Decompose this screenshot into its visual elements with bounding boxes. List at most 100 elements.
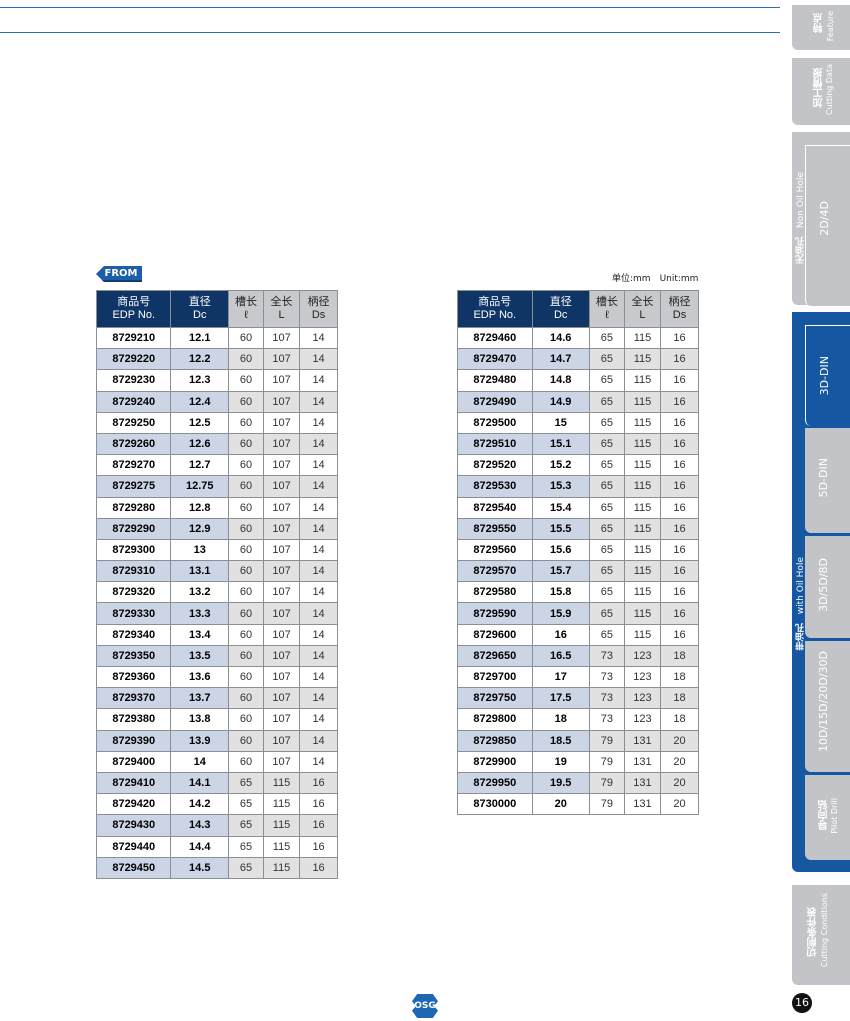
edp-no-cell: 8729570 [457, 560, 533, 583]
table-row: 8729850 18.5 79 131 20 [457, 729, 699, 752]
shank-diameter-cell: 16 [299, 856, 338, 879]
page-number: 16 [792, 993, 812, 1013]
diameter-cell: 20 [531, 793, 590, 816]
tab-long[interactable]: 10D/15D/20D/30D [805, 641, 850, 772]
diameter-cell: 13.1 [170, 560, 230, 583]
overall-length-cell: 107 [262, 369, 301, 392]
shank-diameter-cell: 16 [660, 326, 699, 350]
tab-feature-en: Feature [826, 11, 835, 42]
tab-3d5d8d-label: 3D/5D/8D [817, 558, 830, 612]
overall-length-cell: 107 [262, 665, 301, 689]
table-row: 8729560 15.6 65 115 16 [457, 538, 699, 562]
edp-no-cell: 8729290 [95, 517, 172, 540]
table-row: 8729440 14.4 65 115 16 [95, 835, 338, 858]
flute-length-cell: 60 [228, 581, 264, 604]
overall-length-cell: 107 [262, 475, 301, 498]
table-row: 8729430 14.3 65 115 16 [95, 814, 338, 837]
shank-diameter-cell: 16 [299, 793, 338, 816]
table-row: 8730000 20 79 131 20 [457, 793, 699, 816]
flute-length-cell: 60 [228, 475, 264, 498]
overall-length-cell: 115 [623, 517, 662, 540]
diameter-cell: 12.1 [170, 326, 230, 350]
table-row: 8729310 13.1 60 107 14 [95, 560, 338, 583]
tab-feature-cn: 特点 [814, 13, 825, 33]
diameter-cell: 14.4 [170, 835, 230, 858]
overall-length-cell: 107 [262, 623, 301, 646]
tab-feature[interactable]: 特点 Feature [792, 5, 850, 50]
diameter-cell: 13.7 [170, 687, 230, 710]
edp-no-cell: 8729510 [457, 432, 533, 456]
diameter-cell: 12.5 [170, 411, 230, 434]
shank-diameter-cell: 14 [299, 369, 338, 392]
table-row: 8729400 14 60 107 14 [95, 750, 338, 773]
shank-diameter-cell: 20 [660, 750, 699, 773]
flute-length-cell: 65 [588, 623, 625, 646]
table-row: 8729420 14.2 65 115 16 [95, 793, 338, 816]
edp-no-cell: 8729310 [95, 560, 172, 583]
shank-diameter-cell: 16 [660, 623, 699, 646]
table-row: 8729950 19.5 79 131 20 [457, 771, 699, 795]
edp-no-cell: 8729560 [457, 538, 533, 562]
shank-diameter-cell: 16 [660, 560, 699, 583]
table-row: 8729540 15.4 65 115 16 [457, 496, 699, 519]
edp-no-cell: 8729320 [95, 581, 172, 604]
group-non-oil-hole[interactable]: 无油孔 Non Oil Hole 2D/4D [792, 132, 850, 306]
shank-diameter-cell: 14 [299, 560, 338, 583]
overall-length-cell: 115 [623, 496, 662, 519]
overall-length-cell: 131 [623, 771, 662, 795]
edp-no-cell: 8729350 [95, 644, 172, 668]
flute-length-cell: 60 [228, 348, 264, 371]
edp-no-cell: 8729280 [95, 496, 172, 519]
overall-length-cell: 115 [262, 793, 301, 816]
shank-diameter-cell: 20 [660, 771, 699, 795]
shank-diameter-cell: 16 [660, 538, 699, 562]
diameter-cell: 17 [531, 665, 590, 689]
edp-no-cell: 8729330 [95, 602, 172, 625]
tab-3d5d8d[interactable]: 3D/5D/8D [805, 536, 850, 638]
edp-no-cell: 8729240 [95, 390, 172, 413]
tab-5d-din[interactable]: 5D-DIN [805, 428, 850, 533]
edp-no-cell: 8729400 [95, 750, 172, 773]
diameter-cell: 14.6 [531, 326, 590, 350]
shank-diameter-cell: 16 [299, 771, 338, 795]
edp-no-cell: 8729950 [457, 771, 533, 795]
edp-no-cell: 8729580 [457, 581, 533, 604]
table-row: 8729390 13.9 60 107 14 [95, 729, 338, 752]
edp-no-cell: 8729420 [95, 793, 172, 816]
shank-diameter-cell: 14 [299, 687, 338, 710]
tab-cutting-data[interactable]: 加工情报 Cutting Data [792, 58, 850, 125]
overall-length-cell: 115 [623, 538, 662, 562]
shank-diameter-cell: 16 [660, 602, 699, 625]
overall-length-cell: 131 [623, 729, 662, 752]
shank-diameter-cell: 16 [660, 369, 699, 392]
flute-length-cell: 79 [588, 771, 625, 795]
edp-no-cell: 8729380 [95, 708, 172, 731]
shank-diameter-cell: 14 [299, 496, 338, 519]
edp-no-cell: 8729450 [95, 856, 172, 879]
overall-length-cell: 123 [623, 665, 662, 689]
table-row: 8729240 12.4 60 107 14 [95, 390, 338, 413]
flute-length-cell: 65 [228, 835, 264, 858]
overall-length-cell: 107 [262, 750, 301, 773]
diameter-cell: 14.5 [170, 856, 230, 879]
edp-no-cell: 8729490 [457, 390, 533, 413]
table-row: 8729510 15.1 65 115 16 [457, 432, 699, 456]
tab-3d-din[interactable]: 3D-DIN [805, 325, 850, 426]
diameter-cell: 12.9 [170, 517, 230, 540]
overall-length-cell: 115 [623, 348, 662, 371]
shank-diameter-cell: 14 [299, 708, 338, 731]
edp-no-cell: 8729210 [95, 326, 172, 350]
overall-length-cell: 115 [623, 475, 662, 498]
tab-pilot-drill[interactable]: 导向钻 Pilot Drill [805, 775, 850, 860]
tab-cutting-conditions[interactable]: 切削条件表 Cutting Conditions [792, 885, 850, 985]
table-row: 8729280 12.8 60 107 14 [95, 496, 338, 519]
diameter-cell: 12.4 [170, 390, 230, 413]
tab-2d4d[interactable]: 2D/4D [805, 145, 850, 306]
edp-no-cell: 8729650 [457, 644, 533, 668]
flute-length-cell: 65 [588, 496, 625, 519]
shank-diameter-cell: 14 [299, 390, 338, 413]
group-with-oil-hole[interactable]: 带油孔 with Oil Hole 3D-DIN 5D-DIN 3D/5D/8D… [792, 312, 850, 872]
diameter-cell: 12.6 [170, 432, 230, 456]
diameter-cell: 12.3 [170, 369, 230, 392]
flute-length-cell: 60 [228, 665, 264, 689]
